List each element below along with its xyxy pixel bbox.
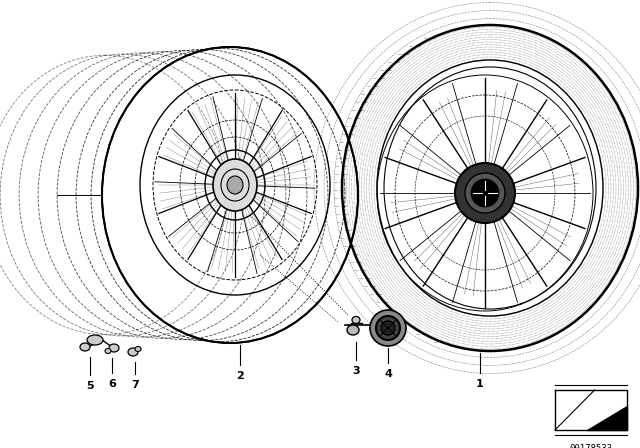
- Ellipse shape: [370, 310, 406, 346]
- Text: 7: 7: [131, 380, 139, 390]
- Ellipse shape: [227, 176, 243, 194]
- Text: 00178533: 00178533: [570, 444, 612, 448]
- Ellipse shape: [87, 335, 103, 345]
- Ellipse shape: [455, 163, 515, 223]
- Ellipse shape: [352, 316, 360, 323]
- Text: 1: 1: [476, 379, 484, 389]
- Ellipse shape: [347, 325, 359, 335]
- Ellipse shape: [472, 180, 498, 206]
- Ellipse shape: [376, 316, 400, 340]
- Ellipse shape: [105, 349, 111, 353]
- Text: 6: 6: [108, 379, 116, 389]
- Ellipse shape: [109, 344, 119, 352]
- Ellipse shape: [135, 346, 141, 352]
- Text: 2: 2: [236, 371, 244, 381]
- Ellipse shape: [80, 343, 90, 351]
- Text: 3: 3: [352, 366, 360, 376]
- Polygon shape: [588, 406, 627, 430]
- Ellipse shape: [128, 348, 138, 356]
- Ellipse shape: [213, 159, 257, 211]
- Text: 5: 5: [86, 381, 94, 391]
- Text: 4: 4: [384, 369, 392, 379]
- Ellipse shape: [381, 321, 395, 335]
- Ellipse shape: [465, 173, 505, 213]
